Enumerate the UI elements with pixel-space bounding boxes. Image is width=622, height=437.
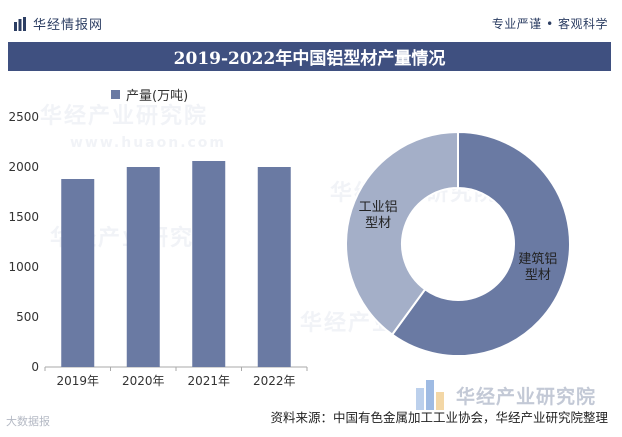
slogan: 专业严谨 • 客观科学: [491, 17, 608, 31]
x-tick-label: 2020年: [122, 374, 165, 388]
brand-name[interactable]: 华经情报网: [33, 18, 104, 33]
slice-label-line: 型材: [525, 268, 551, 283]
x-tick-label: 2019年: [56, 374, 99, 388]
bar-logo-icon: [14, 16, 26, 31]
y-tick-label: 0: [31, 360, 39, 374]
y-tick-label: 1500: [8, 210, 39, 224]
footer-brand-name: 华经产业研究院: [456, 385, 597, 408]
chart-legend: 产量(万吨): [111, 85, 188, 104]
x-tick-label: 2021年: [187, 374, 230, 388]
footer-brand: 华经产业研究院: [416, 380, 596, 410]
donut-slice: [345, 130, 459, 337]
y-tick-label: 500: [16, 310, 39, 324]
slice-label-line: 工业铝: [359, 200, 398, 215]
donut-slice: [390, 130, 571, 357]
bar: [192, 161, 226, 367]
y-tick-label: 1000: [8, 260, 39, 274]
data-source: 资料来源：中国有色金属加工工业协会，华经产业研究院整理: [270, 410, 608, 425]
x-tick-label: 2022年: [253, 374, 296, 388]
page-title: 2019-2022年中国铝型材产量情况: [173, 49, 446, 69]
brand-bars-icon: [416, 380, 444, 410]
legend-swatch: [111, 90, 120, 99]
bottom-watermark: 大数据报: [6, 415, 50, 428]
slice-label-line: 型材: [365, 216, 391, 231]
y-tick-label: 2000: [8, 160, 39, 174]
slice-label: 建筑铝型材: [518, 251, 557, 283]
slice-label-line: 建筑铝: [518, 251, 557, 267]
top-bar: 华经情报网 专业严谨 • 客观科学: [0, 0, 622, 40]
title-bar: 2019-2022年中国铝型材产量情况: [8, 42, 611, 71]
brand: 华经情报网: [14, 14, 103, 33]
y-tick-label: 2500: [8, 110, 39, 124]
bar: [61, 179, 95, 367]
bar: [126, 167, 160, 367]
slice-label: 工业铝型材: [359, 200, 398, 231]
legend-label: 产量(万吨): [126, 89, 189, 104]
bar: [257, 167, 291, 367]
